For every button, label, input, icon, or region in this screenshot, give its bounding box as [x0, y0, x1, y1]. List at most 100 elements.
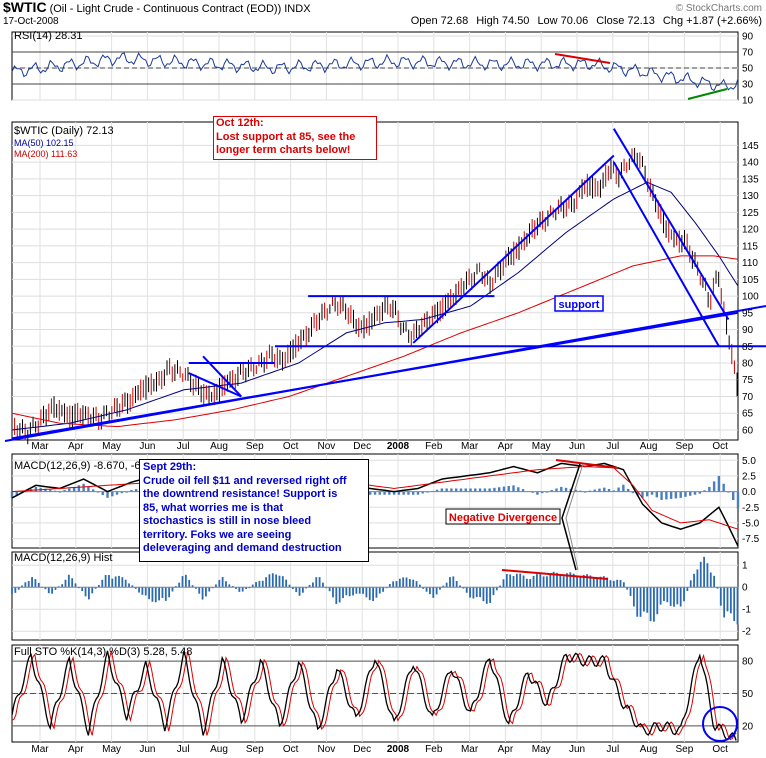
hist-bar — [265, 577, 267, 588]
macd-hist-bar — [402, 491, 405, 495]
hist-bar — [479, 587, 481, 598]
hist-bar — [345, 587, 348, 596]
hist-bar — [673, 587, 675, 607]
macd-hist-bar — [536, 491, 539, 495]
hist-bar — [94, 587, 97, 589]
hist-bar — [308, 584, 311, 588]
macd-hist-bar — [517, 487, 520, 492]
trend-line — [412, 154, 615, 344]
macd-hist-bar — [91, 489, 95, 492]
hist-bar — [525, 578, 528, 588]
macd-hist-bar — [130, 490, 133, 492]
hist-bar — [539, 574, 542, 588]
hist-bar — [205, 587, 207, 597]
y-tick-label: 145 — [742, 141, 759, 152]
hist-bar — [318, 577, 321, 588]
hist-divergence-line — [501, 569, 609, 580]
hist-bar — [108, 574, 110, 588]
macd-hist-bar — [493, 487, 496, 492]
hist-bar — [291, 587, 294, 590]
hist-bar — [164, 587, 167, 601]
hist-bar — [559, 575, 562, 588]
oversold-circle — [702, 706, 738, 742]
hist-bar — [626, 587, 629, 590]
hist-bar — [683, 587, 685, 602]
y-tick-label: 110 — [742, 258, 758, 269]
x-tick-label: Jun — [139, 441, 155, 452]
x-tick-label: Aug — [210, 441, 228, 452]
trend-line — [202, 355, 242, 398]
hist-bar — [703, 556, 705, 588]
macd-hist-bar — [10, 491, 14, 498]
macd-hist-bar — [120, 491, 124, 494]
hist-bar — [255, 582, 257, 588]
hist-bar — [171, 587, 174, 592]
hist-bar — [355, 587, 358, 594]
macd-signal-line — [11, 465, 739, 530]
hist-bar — [382, 587, 385, 592]
hist-bar — [699, 561, 702, 588]
macd-hist-bar — [722, 483, 725, 492]
x-tick-label: Jul — [177, 744, 190, 755]
oct12-annotation: Oct 12th: Lost support at 85, see the lo… — [213, 116, 377, 160]
macd-hist-bar — [650, 491, 654, 495]
hist-bar — [429, 587, 431, 595]
hist-bar — [161, 587, 164, 598]
macd-hist-bar — [660, 491, 663, 500]
x-tick-label: 2008 — [387, 441, 410, 452]
open-value: Open 72.68 — [411, 15, 469, 27]
macd-hist-bar — [603, 487, 606, 492]
ma50-line — [11, 181, 739, 431]
y-tick-label: -2 — [742, 627, 751, 638]
hist-bar — [198, 587, 201, 594]
hist-bar — [636, 587, 639, 617]
hist-bar — [696, 569, 699, 588]
hist-bar — [124, 579, 127, 588]
x-tick-label: Jul — [177, 441, 190, 452]
macd-hist-bar — [68, 488, 71, 492]
macd-hist-bar — [101, 491, 104, 496]
x-tick-label: May — [102, 744, 121, 755]
hist-bar — [194, 587, 197, 589]
hist-bar — [305, 587, 308, 589]
x-tick-label: Mar — [461, 744, 479, 755]
macd-hist-bar — [454, 488, 458, 492]
x-tick-label: Dec — [353, 744, 371, 755]
divergence-pointer — [561, 463, 581, 571]
hist-bar — [439, 587, 441, 590]
hist-bar — [726, 587, 729, 612]
hist-bar — [465, 587, 468, 593]
hist-bar — [452, 576, 455, 588]
hist-bar — [392, 581, 395, 588]
hist-bar — [729, 587, 732, 614]
y-tick-label: 80 — [742, 657, 754, 668]
hist-bar — [609, 580, 612, 588]
hist-bar — [666, 587, 669, 603]
hist-bar — [238, 587, 241, 592]
hist-bar — [572, 573, 575, 588]
hist-bar — [91, 587, 94, 594]
hist-bar — [81, 587, 84, 592]
hist-bar — [653, 587, 655, 622]
hist-bar — [529, 579, 532, 588]
hist-bar — [542, 576, 545, 588]
y-tick-label: 80 — [742, 359, 754, 370]
x-tick-label: Jun — [569, 744, 585, 755]
hist-bar — [285, 579, 288, 588]
hist-bar — [61, 584, 64, 588]
y-tick-label: 95 — [742, 308, 754, 319]
macd-hist-bar — [641, 491, 644, 498]
hist-bar — [31, 577, 33, 588]
hist-bar — [502, 579, 505, 588]
sto-d-line — [11, 650, 737, 741]
hist-bar — [639, 587, 642, 617]
hist-bar — [332, 587, 334, 598]
hist-bar — [67, 574, 70, 588]
hist-bar — [174, 586, 177, 588]
hist-bar — [288, 584, 291, 588]
macd-hist-bar — [469, 488, 472, 492]
major-uptrend-line — [4, 305, 766, 442]
macd-hist-bar — [564, 487, 568, 492]
x-tick-label: Sep — [676, 744, 694, 755]
low-value: Low 70.06 — [537, 15, 588, 27]
